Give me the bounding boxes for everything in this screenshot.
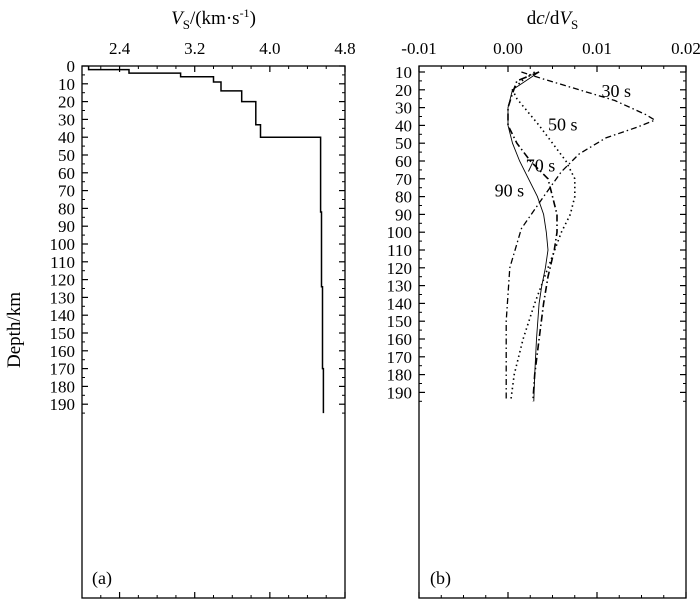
- y-tick-label: 190: [387, 383, 413, 402]
- y-tick-label: 40: [58, 128, 75, 147]
- panel-a-tag: (a): [92, 568, 112, 589]
- y-tick-label: 120: [387, 259, 413, 278]
- y-tick-label: 130: [50, 288, 76, 307]
- y-axis-title: Depth/km: [4, 292, 25, 368]
- y-tick-label: 70: [395, 170, 412, 189]
- x-tick-label: 3.2: [184, 39, 205, 58]
- y-tick-label: 100: [387, 223, 413, 242]
- y-tick-label: 180: [387, 366, 413, 385]
- y-tick-label: 90: [395, 205, 412, 224]
- y-tick-label: 140: [50, 306, 76, 325]
- panel-b-frame: [418, 65, 687, 599]
- y-tick-label: 0: [67, 57, 76, 76]
- x-tick-label: 0.01: [582, 39, 612, 58]
- series-line-50s: [509, 71, 576, 402]
- panel-b-x-axis-title: dc/dVS: [527, 8, 579, 32]
- y-tick-label: 190: [50, 395, 76, 414]
- curve-label-50s: 50 s: [548, 115, 578, 135]
- panel-a-x-axis-title: VS/(km·s-1): [171, 6, 256, 32]
- y-tick-label: 100: [50, 235, 76, 254]
- curve-label-30s: 30 s: [601, 81, 631, 101]
- x-tick-label: -0.01: [401, 39, 436, 58]
- curve-label-90s: 90 s: [495, 181, 525, 201]
- panel-b-tag: (b): [430, 568, 451, 589]
- y-tick-label: 90: [58, 217, 75, 236]
- y-tick-label: 110: [387, 241, 412, 260]
- x-tick-label: 4.0: [259, 39, 280, 58]
- y-tick-label: 10: [395, 63, 412, 82]
- y-tick-label: 80: [395, 188, 412, 207]
- y-tick-label: 140: [387, 294, 413, 313]
- y-tick-label: 160: [387, 330, 413, 349]
- y-tick-label: 70: [58, 182, 75, 201]
- y-tick-label: 10: [58, 75, 75, 94]
- y-tick-label: 60: [395, 152, 412, 171]
- panel-b-plot: -0.01 0.00 0.01 0.02 10203040506070809010011…: [387, 8, 700, 599]
- y-tick-label: 150: [387, 312, 413, 331]
- panel-a-plot: 2.4 3.2 4.0 4.8 0102030405060708090100110120…: [50, 6, 356, 599]
- y-tick-label: 130: [387, 277, 413, 296]
- y-tick-label: 30: [395, 99, 412, 118]
- curve-label-70s: 70 s: [526, 156, 556, 176]
- series-line-90s: [507, 71, 549, 402]
- y-tick-label: 150: [50, 324, 76, 343]
- x-tick-label: 4.8: [334, 39, 355, 58]
- y-tick-label: 20: [395, 81, 412, 100]
- y-tick-label: 180: [50, 377, 76, 396]
- y-tick-label: 50: [395, 134, 412, 153]
- y-tick-label: 40: [395, 116, 412, 135]
- series-line-30s: [505, 71, 657, 402]
- series-line-0: [87, 66, 325, 414]
- x-tick-label: 0.02: [671, 39, 700, 58]
- x-tick-label: 0.00: [493, 39, 523, 58]
- y-tick-label: 80: [58, 199, 75, 218]
- y-tick-label: 160: [50, 342, 76, 361]
- panel-a-frame: [81, 65, 346, 599]
- x-tick-label: 2.4: [109, 39, 131, 58]
- y-tick-label: 120: [50, 271, 76, 290]
- y-tick-label: 110: [50, 253, 75, 272]
- y-tick-label: 50: [58, 146, 75, 165]
- y-tick-label: 30: [58, 110, 75, 129]
- y-tick-label: 60: [58, 164, 75, 183]
- y-tick-label: 20: [58, 93, 75, 112]
- y-tick-label: 170: [50, 360, 76, 379]
- y-tick-label: 170: [387, 348, 413, 367]
